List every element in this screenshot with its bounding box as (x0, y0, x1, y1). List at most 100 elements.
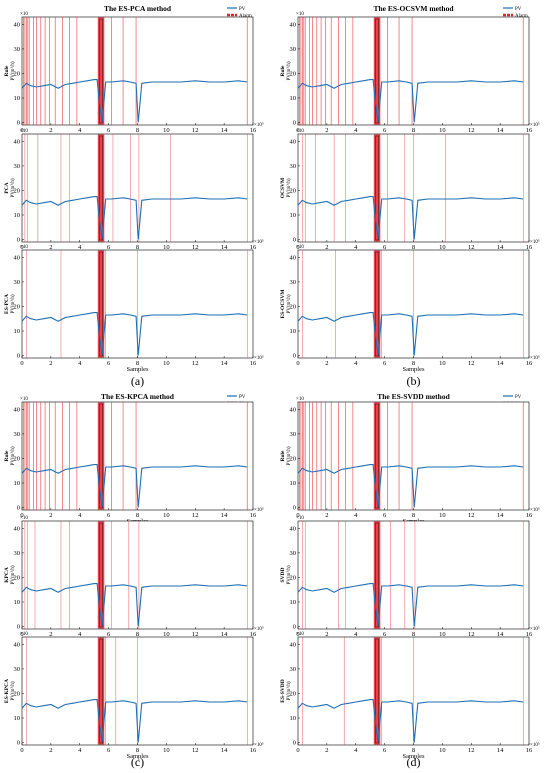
y-axis-label-group: ES-KPCA PV(m³/h) (4, 679, 16, 703)
y-axis-unit: PV(m³/h) (286, 294, 292, 313)
alarm-band (97, 402, 105, 510)
pv-series-line (21, 464, 248, 508)
y-multiplier: ×10 (20, 129, 28, 134)
y-tick-label: 20 (290, 691, 297, 698)
x-tick-label: 0 (20, 360, 23, 367)
x-tick-label: 6 (383, 360, 387, 367)
subplot-svdd: 0 10 20 30 40 0 2 4 6 8 10 12 14 16 ×10 ×10⁵ SVDD PV(m³/h… (280, 516, 540, 644)
y-tick-label: 40 (290, 255, 297, 262)
y-tick-label: 40 (14, 526, 21, 533)
y-tick-label: 10 (14, 715, 21, 722)
x-axis-label: Samples (402, 753, 424, 760)
y-tick-label: 40 (290, 526, 297, 533)
y-multiplier: ×10 (296, 632, 304, 637)
x-tick-label: 12 (192, 360, 199, 367)
x-tick-label: 2 (49, 512, 52, 519)
quadrant-title: The ES-KPCA method (101, 392, 175, 401)
alarm-band-outline (375, 638, 379, 744)
y-tick-label: 40 (290, 407, 297, 414)
x-tick-label: 8 (136, 747, 139, 754)
x-tick-label: 2 (325, 127, 328, 134)
y-axis-label-group: Rule PV(m³/h) (4, 61, 16, 80)
y-tick-label: 30 (14, 163, 21, 170)
x-tick-label: 16 (250, 631, 257, 638)
x-tick-label: 16 (250, 512, 257, 519)
x-tick-label: 0 (296, 747, 299, 754)
pv-series-line (297, 464, 524, 508)
y-tick-label: 20 (14, 575, 21, 582)
x-tick-label: 14 (221, 127, 228, 134)
x-tick-label: 4 (354, 360, 358, 367)
y-tick-label: 0 (17, 120, 20, 127)
y-axis-unit: PV(m³/h) (10, 178, 16, 197)
x-tick-label: 16 (526, 360, 533, 367)
y-tick-label: 20 (14, 304, 21, 311)
legend-alarm-label: Alarm (239, 14, 252, 19)
x-tick-label: 10 (163, 631, 170, 638)
y-tick-label: 0 (17, 624, 20, 631)
y-axis-label-group: ES-OCSVM PV(m³/h) (280, 289, 292, 319)
legend-pv-label: PV (515, 7, 522, 12)
subplot-rule: 0 10 20 30 40 0 2 4 6 8 10 12 14 16 ×10 ×10⁵ Rule PV(m³/h… (280, 397, 540, 525)
alarm-band (373, 250, 381, 358)
subplot-rule: 0 10 20 30 40 0 2 4 6 8 10 12 14 16 ×10 ×10⁵ Rule PV(m³/h… (4, 397, 264, 525)
x-tick-label: 6 (107, 512, 111, 519)
x-tick-label: 4 (78, 747, 82, 754)
x-tick-label: 8 (412, 360, 415, 367)
y-axis-label: PCA (4, 182, 10, 193)
x-multiplier: ×10⁵ (254, 626, 264, 632)
y-tick-label: 30 (290, 550, 297, 557)
x-tick-label: 14 (497, 631, 504, 638)
x-tick-label: 0 (20, 244, 23, 251)
x-tick-label: 4 (78, 244, 82, 251)
x-multiplier: ×10⁵ (254, 239, 264, 245)
x-tick-label: 10 (163, 127, 170, 134)
x-tick-label: 14 (497, 127, 504, 134)
y-tick-label: 20 (14, 691, 21, 698)
x-tick-label: 8 (136, 631, 139, 638)
y-tick-label: 20 (290, 304, 297, 311)
x-tick-label: 10 (439, 127, 446, 134)
alarm-band (373, 637, 381, 745)
x-tick-label: 2 (49, 360, 52, 367)
x-tick-label: 8 (412, 127, 415, 134)
y-axis-unit: PV(m³/h) (286, 446, 292, 465)
x-tick-label: 8 (412, 747, 415, 754)
pv-series-line (297, 699, 524, 743)
x-tick-label: 0 (20, 747, 23, 754)
x-tick-label: 0 (296, 244, 299, 251)
alarm-band-outline (99, 522, 103, 628)
y-axis-label-group: KPCA PV(m³/h) (4, 565, 16, 584)
y-tick-label: 40 (14, 139, 21, 146)
x-tick-label: 16 (250, 244, 257, 251)
y-tick-label: 0 (17, 353, 20, 360)
y-multiplier: ×10 (20, 397, 28, 402)
alarm-band-outline (99, 638, 103, 744)
x-tick-label: 16 (526, 244, 533, 251)
legend-alarm-label: Alarm (515, 14, 528, 19)
x-tick-label: 4 (354, 747, 358, 754)
y-tick-label: 30 (290, 666, 297, 673)
x-tick-label: 8 (412, 244, 415, 251)
alarm-band (373, 521, 381, 629)
y-tick-label: 30 (290, 163, 297, 170)
x-tick-label: 0 (296, 360, 299, 367)
x-tick-label: 8 (136, 360, 139, 367)
y-tick-label: 20 (14, 188, 21, 195)
y-tick-label: 0 (17, 505, 20, 512)
x-tick-label: 14 (497, 512, 504, 519)
x-tick-label: 0 (20, 127, 23, 134)
x-tick-label: 4 (354, 631, 358, 638)
x-multiplier: ×10⁵ (530, 742, 540, 748)
x-tick-label: 6 (107, 747, 111, 754)
x-tick-label: 6 (383, 512, 387, 519)
x-tick-label: 12 (468, 512, 475, 519)
subplot-kpca: 0 10 20 30 40 0 2 4 6 8 10 12 14 16 ×10 ×10⁵ KPCA PV(m³/h… (4, 516, 264, 644)
y-axis-label: OCSVM (280, 177, 286, 198)
x-tick-label: 6 (107, 127, 111, 134)
y-axis-label: Rule (280, 450, 286, 462)
